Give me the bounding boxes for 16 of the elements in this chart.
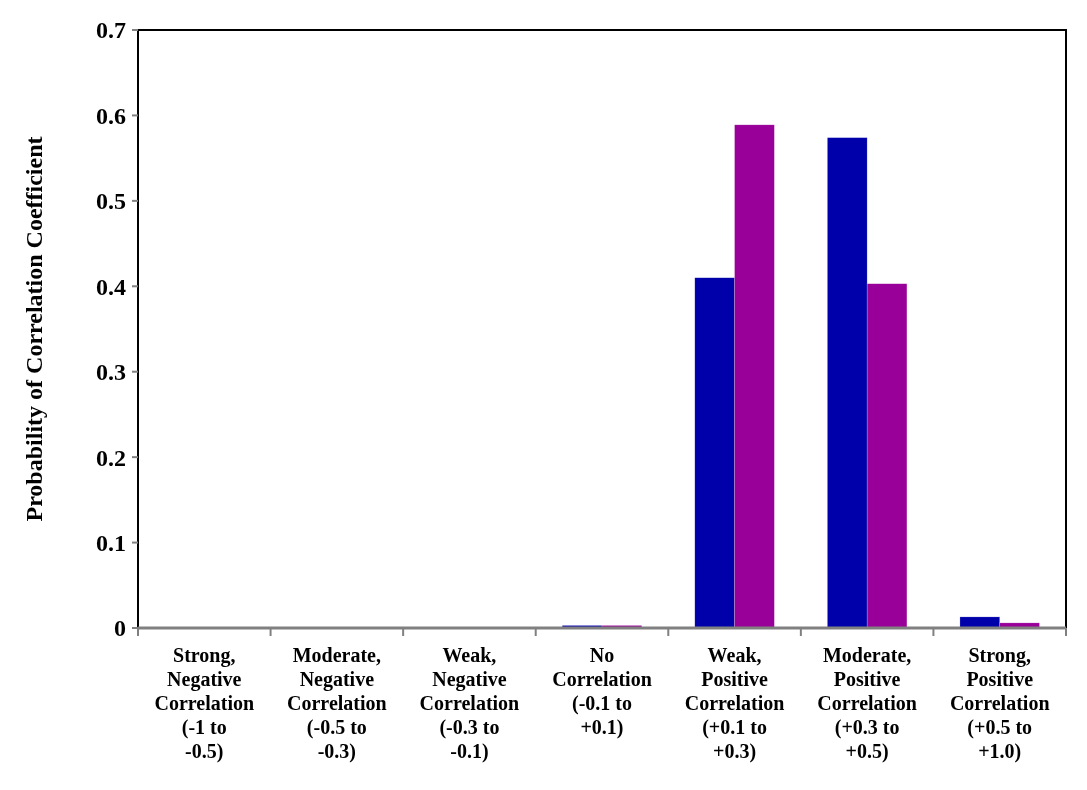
y-tick-label: 0.1	[96, 529, 126, 556]
y-axis-title: Probability of Correlation Coefficient	[21, 136, 47, 522]
y-tick-label: 0.4	[96, 273, 126, 300]
y-tick-label: 0	[114, 615, 126, 642]
y-tick-label: 0.3	[96, 359, 126, 386]
y-tick-label: 0.7	[96, 17, 126, 44]
y-tick-label: 0.5	[96, 188, 126, 215]
x-tick-label: Weak, Negative Correlation (-0.3 to -0.1)	[419, 644, 520, 763]
x-tick-label: Strong, Negative Correlation (-1 to -0.5)	[154, 644, 255, 763]
y-tick-label: 0.6	[96, 102, 126, 129]
x-tick-label: Moderate, Positive Correlation (+0.3 to +0.5)	[817, 644, 917, 763]
x-tick-label: Weak, Positive Correlation (+0.1 to +0.3)	[684, 644, 785, 763]
x-tick-label: Moderate, Negative Correlation (-0.5 to -0.3)	[287, 644, 387, 763]
x-tick-label: Strong, Positive Correlation (+0.5 to +1.0)	[949, 644, 1050, 763]
y-tick-label: 0.2	[96, 444, 126, 471]
x-tick-label: No Correlation (-0.1 to +0.1)	[552, 644, 652, 739]
